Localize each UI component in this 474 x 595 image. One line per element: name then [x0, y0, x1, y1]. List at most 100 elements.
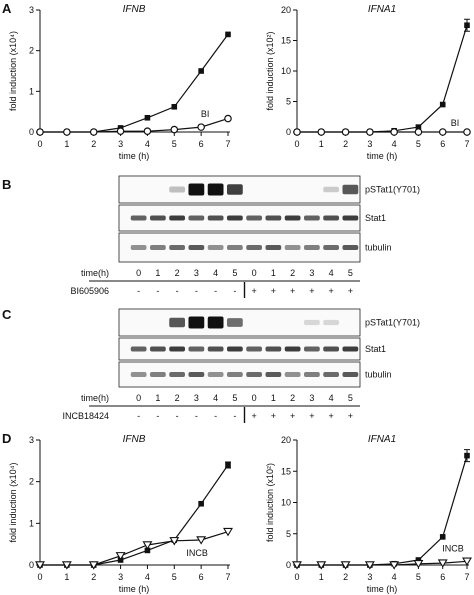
x-axis-label: time (h): [367, 584, 398, 594]
y-tick-label: 0: [286, 560, 291, 570]
blot-band: [149, 372, 166, 377]
time-value: 3: [194, 393, 199, 403]
x-axis-label: time (h): [119, 584, 150, 594]
blot-band: [169, 245, 186, 250]
treatment-value: -: [156, 411, 159, 421]
blot-band: [323, 245, 340, 250]
series-annotation: BI: [451, 118, 460, 128]
y-tick-label: 15: [281, 36, 291, 46]
blot-row-label: tubulin: [365, 243, 392, 253]
blot-band: [323, 215, 340, 221]
blot-band: [188, 245, 205, 250]
treatment-value: -: [137, 286, 140, 296]
blot-band: [207, 245, 224, 250]
x-tick-label: 7: [225, 572, 230, 582]
blot-band: [246, 215, 263, 221]
data-point-triangle: [413, 559, 424, 569]
y-axis-label: fold induction (x10²): [265, 463, 275, 542]
series-line: [297, 560, 468, 566]
time-value: 3: [309, 268, 314, 278]
x-tick-label: 5: [172, 572, 177, 582]
treatment-value: +: [271, 411, 276, 421]
time-value: 2: [290, 268, 295, 278]
series-line: [40, 118, 229, 133]
blot-row: pSTat1(Y701): [118, 175, 420, 204]
blot-band: [303, 346, 320, 352]
time-value: 5: [348, 393, 353, 403]
data-point-square: [198, 68, 204, 74]
blot-band: [342, 346, 359, 352]
y-tick-label: 1: [29, 86, 34, 96]
time-value: 0: [136, 268, 141, 278]
blot-row-label: Stat1: [365, 344, 386, 354]
x-axis-label: time (h): [119, 151, 150, 161]
blot-band: [226, 318, 243, 327]
time-value: 1: [155, 268, 160, 278]
data-point-triangle: [364, 561, 375, 570]
blot-band: [188, 316, 205, 329]
y-tick-label: 5: [286, 97, 291, 107]
blot-band: [303, 245, 320, 250]
data-point-circle: [317, 128, 326, 136]
western-blot-c: pSTat1(Y701) Stat1 tubulin time(h) 0 1 2 3 4 5 0 1 2…: [62, 308, 420, 423]
chart-d-ifna1: 0 5 10 15 20 0 1 2 3 4 5 6 7 IFNA1 time (h) fold induct…: [265, 434, 472, 594]
y-tick-label: 2: [29, 477, 34, 487]
data-point-triangle: [115, 552, 126, 561]
x-tick-label: 3: [367, 139, 372, 149]
blot-band: [130, 372, 147, 377]
blot-band: [284, 372, 301, 377]
data-point-triangle: [223, 527, 233, 537]
x-tick-label: 6: [440, 139, 445, 149]
blot-band: [188, 372, 205, 377]
y-tick-label: 3: [29, 5, 34, 15]
series-annotation: BI: [201, 109, 210, 119]
blot-band: [169, 317, 186, 328]
time-value: 2: [175, 268, 180, 278]
data-point-circle: [170, 125, 179, 134]
series-line: [40, 531, 229, 566]
blot-band: [130, 245, 147, 250]
data-point-circle: [143, 127, 152, 135]
x-tick-label: 7: [225, 139, 230, 149]
data-point-circle: [366, 128, 374, 136]
blot-band: [342, 215, 359, 221]
treatment-value: -: [156, 286, 159, 296]
blot-band: [265, 372, 282, 377]
chart-title: IFNA1: [368, 434, 396, 445]
blot-band: [246, 245, 263, 250]
data-point-square: [198, 500, 204, 507]
time-value: 2: [290, 393, 295, 403]
blot-band: [207, 183, 224, 196]
blot-band: [149, 346, 166, 352]
x-tick-label: 2: [91, 139, 96, 149]
treatment-value: +: [309, 286, 314, 296]
data-point-circle: [390, 128, 398, 136]
y-tick-label: 10: [281, 66, 291, 76]
blot-row: Stat1: [118, 204, 386, 232]
time-value: 4: [329, 393, 334, 403]
data-point-triangle: [437, 559, 448, 568]
chart-title: IFNA1: [368, 4, 396, 15]
time-label: time(h): [81, 268, 109, 278]
treatment-label: INCB18424: [62, 411, 109, 421]
y-tick-label: 0: [29, 127, 34, 137]
treatment-value: +: [309, 411, 314, 421]
blot-row-label: tubulin: [365, 370, 392, 380]
x-tick-label: 5: [172, 139, 177, 149]
time-value: 5: [232, 393, 237, 403]
blot-band: [226, 372, 243, 377]
data-point-square: [439, 534, 446, 540]
blot-band: [149, 215, 166, 221]
blot-band: [265, 245, 282, 250]
blot-band: [284, 215, 301, 221]
x-tick-label: 6: [440, 572, 445, 582]
data-point-triangle: [389, 561, 400, 570]
data-point-triangle: [35, 561, 45, 570]
y-tick-label: 10: [281, 498, 291, 508]
time-value: 1: [155, 393, 160, 403]
x-tick-label: 5: [416, 139, 421, 149]
x-tick-label: 4: [392, 572, 397, 582]
x-tick-label: 3: [118, 139, 123, 149]
blot-row-label: Stat1: [365, 213, 386, 223]
